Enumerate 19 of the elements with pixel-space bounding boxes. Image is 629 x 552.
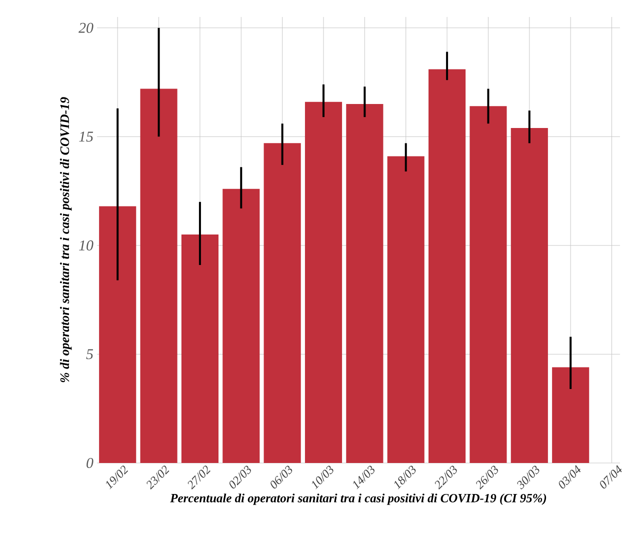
bar (304, 102, 342, 463)
bar (99, 206, 136, 463)
bar (552, 367, 590, 463)
y-tick-label: 0 (86, 458, 94, 468)
bar (140, 88, 178, 463)
bar (428, 69, 466, 463)
bar (470, 106, 507, 463)
bar (510, 128, 548, 463)
y-tick-label: 15 (79, 132, 94, 142)
y-tick-label: 20 (78, 22, 94, 33)
bar (264, 143, 301, 463)
y-tick-label: 5 (86, 349, 94, 360)
bar (222, 188, 260, 463)
bar (346, 104, 384, 463)
x-axis-title: Percentuale di operatori sanitari tra i casi positivi di COVID-19 (CI 95%) (170, 494, 546, 505)
bar (181, 234, 218, 463)
y-tick-label: 10 (79, 240, 94, 250)
bar (387, 156, 424, 463)
y-axis-title: % di operatori sanitari tra i casi positivi di COVID-19 (60, 97, 72, 382)
